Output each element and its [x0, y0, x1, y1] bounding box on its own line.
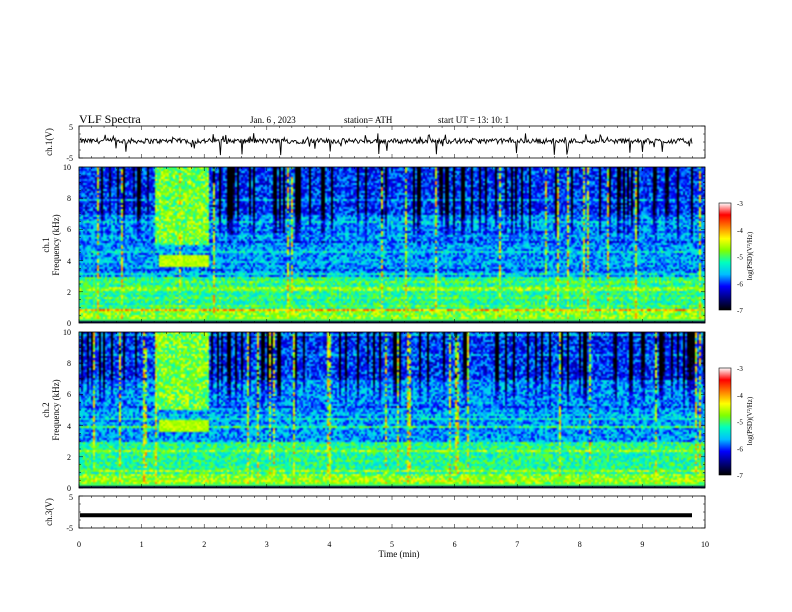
ch2-spec-ytick-6: 6: [67, 390, 71, 399]
colorbar-ch1-ticks: -3 -4 -5 -6 -7: [737, 200, 743, 315]
ch2-spec-ytick-2: 2: [67, 453, 71, 462]
ch2-frequency-label: Frequency (kHz): [51, 379, 61, 440]
x-tick-label: 6: [453, 540, 457, 549]
x-tick-label: 3: [265, 540, 269, 549]
x-tick-label: 8: [578, 540, 582, 549]
colorbar-tick-label: -4: [737, 392, 743, 400]
ch1-spec-ytick-4: 4: [67, 257, 71, 266]
ch2-spectrogram-ticks: [78, 331, 706, 489]
ch2-spec-ytick-4: 4: [67, 422, 71, 431]
x-tick-label: 7: [515, 540, 519, 549]
ch1-spec-ytick-0: 0: [67, 319, 71, 328]
colorbar-ch2-label: log(PSD)(V²/Hz): [746, 396, 754, 445]
start-ut-label: start UT = 13: 10: 1: [438, 115, 509, 125]
x-axis-tick-labels: 0 1 2 3 4 5 6 7 8 9 10: [77, 540, 709, 549]
colorbar-tick-label: -4: [737, 227, 743, 235]
station-label: station= ATH: [344, 115, 393, 125]
colorbar-tick-label: -7: [737, 472, 743, 480]
x-axis-label: Time (min): [379, 549, 420, 559]
colorbar-ch2-ticks: -3 -4 -5 -6 -7: [737, 365, 743, 480]
ch3-waveform-ticks: [78, 495, 706, 529]
ch1-waveform-frame: [78, 125, 706, 159]
colorbar-tick-label: -3: [737, 200, 743, 208]
ch1-spec-ytick-2: 2: [67, 288, 71, 297]
colorbar-ch1-gradient: [718, 202, 732, 311]
ch1-spectrogram-ticks: [78, 166, 706, 324]
colorbar-tick-label: -3: [737, 365, 743, 373]
x-tick-label: 5: [390, 540, 394, 549]
x-tick-label: 10: [701, 540, 709, 549]
ch1-spec-ytick-6: 6: [67, 225, 71, 234]
colorbar-ch1: -3 -4 -5 -6 -7 log(PSD)(V²/Hz): [718, 200, 754, 315]
ch2-spectrogram-panel: 0 2 4 6 8 10 ch.2 Frequency (kHz): [41, 328, 706, 493]
ch1-frequency-label: Frequency (kHz): [51, 214, 61, 275]
x-tick-label: 1: [140, 540, 144, 549]
ch1-ytick-bottom: -5: [66, 154, 73, 163]
ch3-waveform-frame: [78, 495, 706, 529]
ch2-channel-label: ch.2: [41, 402, 51, 417]
ch1-spec-ytick-8: 8: [67, 194, 71, 203]
colorbar-ch2-gradient: [718, 367, 732, 476]
x-tick-label: 4: [327, 540, 331, 549]
ch1-channel-label: ch.1: [41, 237, 51, 252]
ch1-spectrogram-panel: 0 2 4 6 8 10 ch.1 Frequency (kHz): [41, 163, 706, 328]
ch1-ylabel: ch.1(V): [44, 128, 54, 156]
ch3-ylabel: ch.3(V): [44, 498, 54, 526]
colorbar-tick-label: -7: [737, 307, 743, 315]
ch1-waveform-line: [79, 133, 693, 156]
ch3-ytick-bottom: -5: [66, 524, 73, 533]
date-label: Jan. 6 , 2023: [250, 115, 296, 125]
ch2-spec-ytick-0: 0: [67, 484, 71, 493]
ch1-waveform-panel: 5 -5 ch.1(V): [44, 123, 706, 163]
ch1-spectrogram-image: [79, 167, 705, 323]
x-tick-label: 0: [77, 540, 81, 549]
colorbar-tick-label: -6: [737, 280, 743, 288]
ch1-waveform-ticks: [78, 125, 706, 159]
ch1-spec-ytick-10: 10: [63, 163, 71, 172]
colorbar-tick-label: -6: [737, 445, 743, 453]
ch3-waveform-panel: 5 -5 ch.3(V): [44, 493, 706, 533]
x-tick-label: 2: [202, 540, 206, 549]
colorbar-tick-label: -5: [737, 419, 743, 427]
ch2-spec-ytick-8: 8: [67, 359, 71, 368]
x-tick-label: 9: [640, 540, 644, 549]
ch3-ytick-top: 5: [69, 493, 73, 502]
ch1-ytick-top: 5: [69, 123, 73, 132]
ch2-spectrogram-image: [79, 332, 705, 488]
colorbar-ch2: -3 -4 -5 -6 -7 log(PSD)(V²/Hz): [718, 365, 754, 480]
colorbar-tick-label: -5: [737, 254, 743, 262]
colorbar-ch1-label: log(PSD)(V²/Hz): [746, 231, 754, 280]
figure-title: VLF Spectra: [79, 112, 141, 126]
ch2-spec-ytick-10: 10: [63, 328, 71, 337]
